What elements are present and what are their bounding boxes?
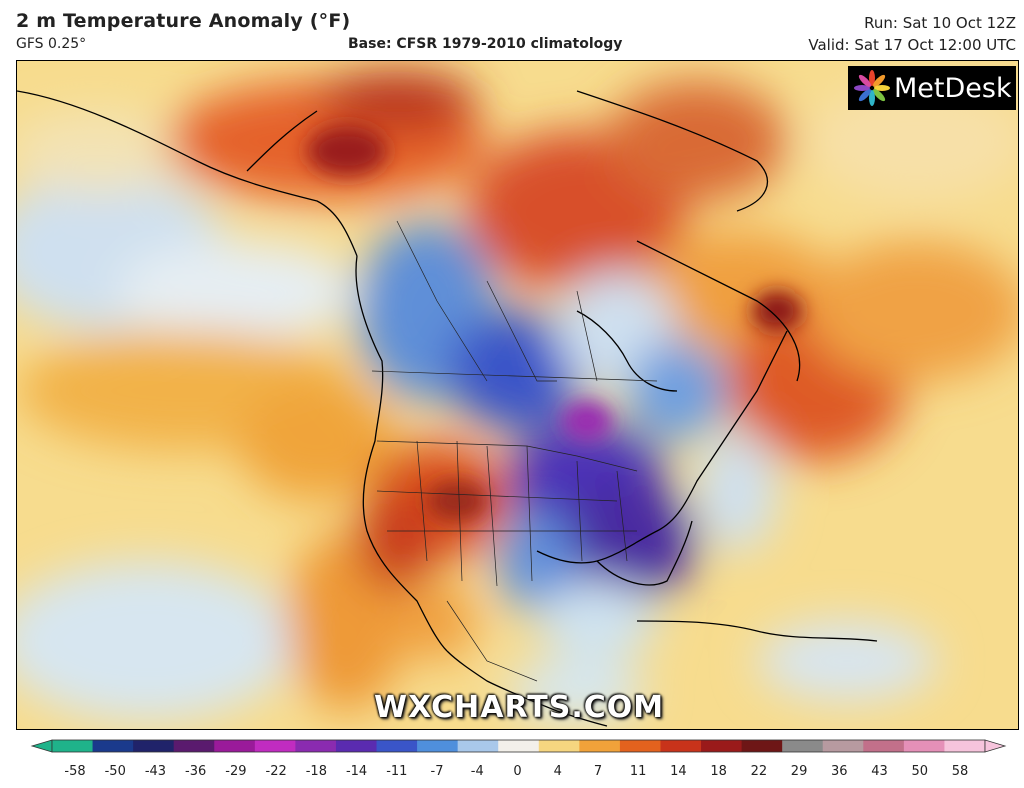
metdesk-logo: MetDesk (848, 66, 1016, 110)
colorbar-tick-label: -22 (265, 764, 287, 779)
colorbar-segment (944, 740, 986, 752)
model-label: GFS 0.25° (16, 36, 87, 52)
colorbar-tick-label: -11 (386, 764, 408, 779)
logo-text: MetDesk (894, 72, 1012, 104)
colorbar-segment (903, 740, 945, 752)
colorbar-tick-label: -14 (345, 764, 368, 779)
colorbar-segment (863, 740, 905, 752)
colorbar-segment (660, 740, 702, 752)
colorbar-segment (538, 740, 580, 752)
colorbar-segment (498, 740, 540, 752)
run-time-label: Run: Sat 10 Oct 12Z (864, 14, 1016, 32)
colorbar-tick-label: -36 (185, 764, 207, 779)
colorbar-segment (214, 740, 256, 752)
colorbar-segment (376, 740, 418, 752)
colorbar-tick-label: 58 (951, 764, 969, 779)
colorbar-segment (52, 740, 94, 752)
colorbar-segment (254, 740, 296, 752)
colorbar-segments (30, 739, 1007, 753)
colorbar-tick-label: -29 (225, 764, 247, 779)
climatology-base-label: Base: CFSR 1979-2010 climatology (348, 36, 623, 52)
colorbar-tick-label: -58 (64, 764, 86, 779)
colorbar-tick-label: -7 (430, 764, 444, 779)
colorbar-tick-label: -18 (305, 764, 327, 779)
colorbar-segment (741, 740, 783, 752)
colorbar-segment (701, 740, 743, 752)
colorbar-tick-label: -4 (470, 764, 484, 779)
colorbar-segment (335, 740, 378, 752)
colorbar-segment (417, 740, 459, 752)
colorbar-segment (579, 740, 621, 752)
colorbar-segment (295, 740, 337, 752)
colorbar-tick-label: 7 (593, 764, 603, 779)
colorbar-tick-label: 14 (670, 764, 687, 779)
colorbar-segment (782, 740, 824, 752)
colorbar-tick-label: -50 (104, 764, 126, 779)
chart-title: 2 m Temperature Anomaly (°F) (16, 10, 351, 32)
anomaly-map (16, 60, 1019, 730)
colorbar-tick-label: 0 (513, 764, 522, 779)
flower-logo-icon (854, 70, 890, 106)
colorbar-tick-label: 4 (553, 764, 562, 779)
colorbar-segment (822, 740, 864, 752)
colorbar-tick-label: 18 (710, 764, 727, 779)
colorbar-tick-label: -43 (144, 764, 167, 779)
colorbar-segment (92, 740, 134, 752)
valid-time-label: Valid: Sat 17 Oct 12:00 UTC (808, 36, 1016, 54)
colorbar-tick-label: 36 (831, 764, 848, 779)
colorbar-min-arrow (30, 739, 53, 753)
colorbar-max-arrow (984, 739, 1007, 753)
colorbar (30, 739, 1007, 753)
colorbar-segment (173, 740, 215, 752)
colorbar-tick-label: 11 (629, 764, 647, 779)
colorbar-segment (457, 740, 499, 752)
colorbar-tick-label: 22 (750, 764, 768, 779)
colorbar-tick-label: 29 (790, 764, 808, 779)
colorbar-segment (133, 740, 175, 752)
colorbar-tick-label: 50 (911, 764, 929, 779)
watermark: WXCHARTS.COM (374, 690, 665, 725)
colorbar-tick-label: 43 (871, 764, 888, 779)
colorbar-segment (619, 740, 661, 752)
